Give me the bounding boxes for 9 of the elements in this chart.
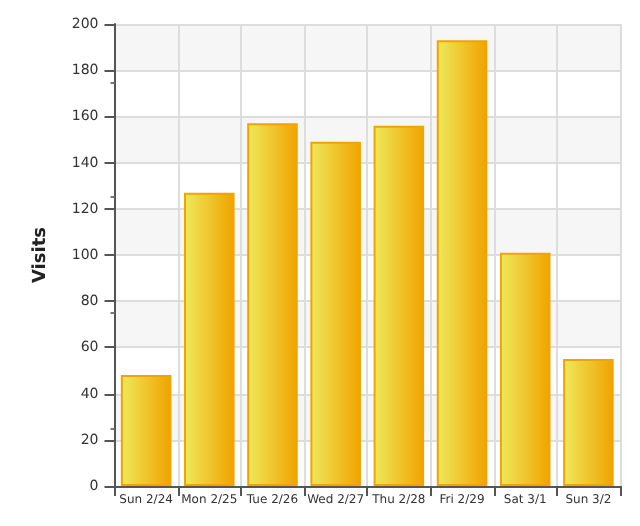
bar (184, 192, 235, 486)
y-axis-title: Visits (31, 227, 51, 283)
bar (247, 123, 298, 486)
bar (563, 358, 614, 486)
bar (120, 375, 172, 486)
bar (436, 40, 488, 486)
bar (373, 125, 425, 486)
bar (499, 252, 551, 486)
bar (310, 141, 361, 486)
